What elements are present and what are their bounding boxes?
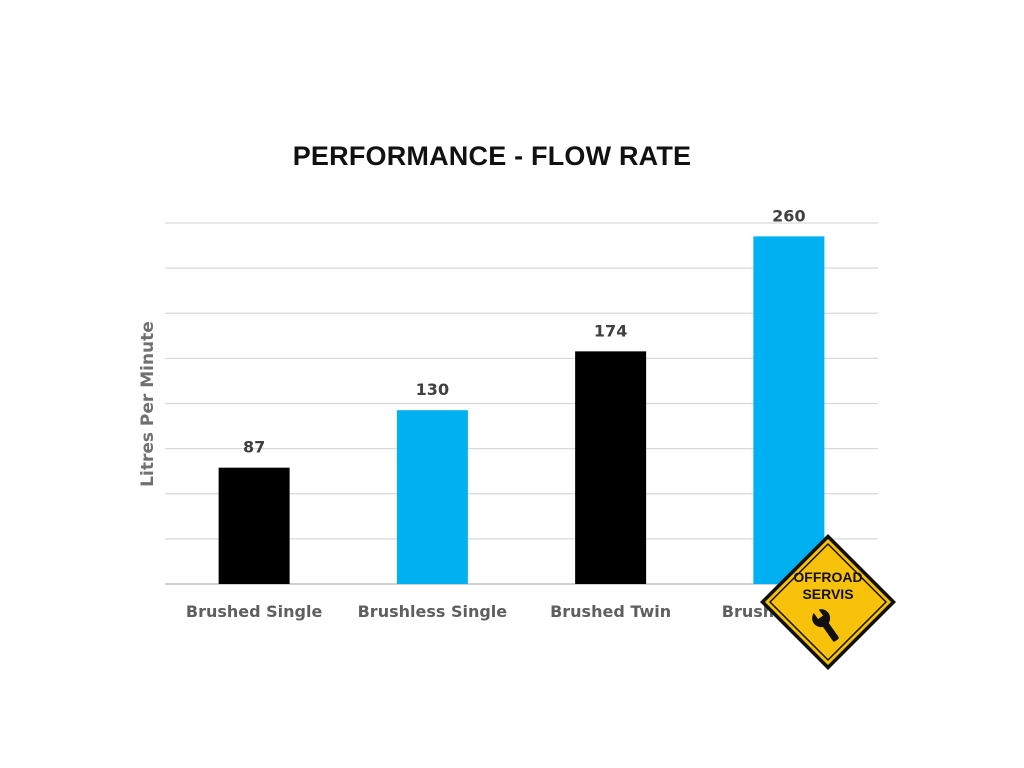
chart-title: PERFORMANCE - FLOW RATE: [292, 141, 692, 171]
offroad-servis-logo: OFFROAD SERVIS: [760, 534, 896, 670]
bars: [218, 236, 825, 585]
x-tick-label: Brushed Single: [186, 602, 323, 621]
bar: [396, 410, 468, 584]
data-label: 174: [594, 321, 627, 340]
bar: [218, 467, 290, 584]
category-labels: Brushed Single Brushless Single Brushed Tw…: [186, 602, 856, 621]
x-tick-label: Brushed Twin: [550, 602, 671, 621]
wrench-icon: [811, 606, 839, 642]
data-label: 260: [772, 206, 805, 225]
data-label: 87: [243, 438, 265, 457]
logo-text-line1: OFFROAD: [793, 569, 862, 585]
x-tick-label: Brushless Single: [358, 602, 508, 621]
data-label: 130: [416, 380, 449, 399]
bar: [575, 351, 647, 584]
value-labels: 87 130 174 260: [243, 206, 806, 456]
logo-text-line2: SERVIS: [802, 586, 853, 602]
bar: [753, 236, 825, 585]
logo-diamond: [765, 539, 891, 665]
